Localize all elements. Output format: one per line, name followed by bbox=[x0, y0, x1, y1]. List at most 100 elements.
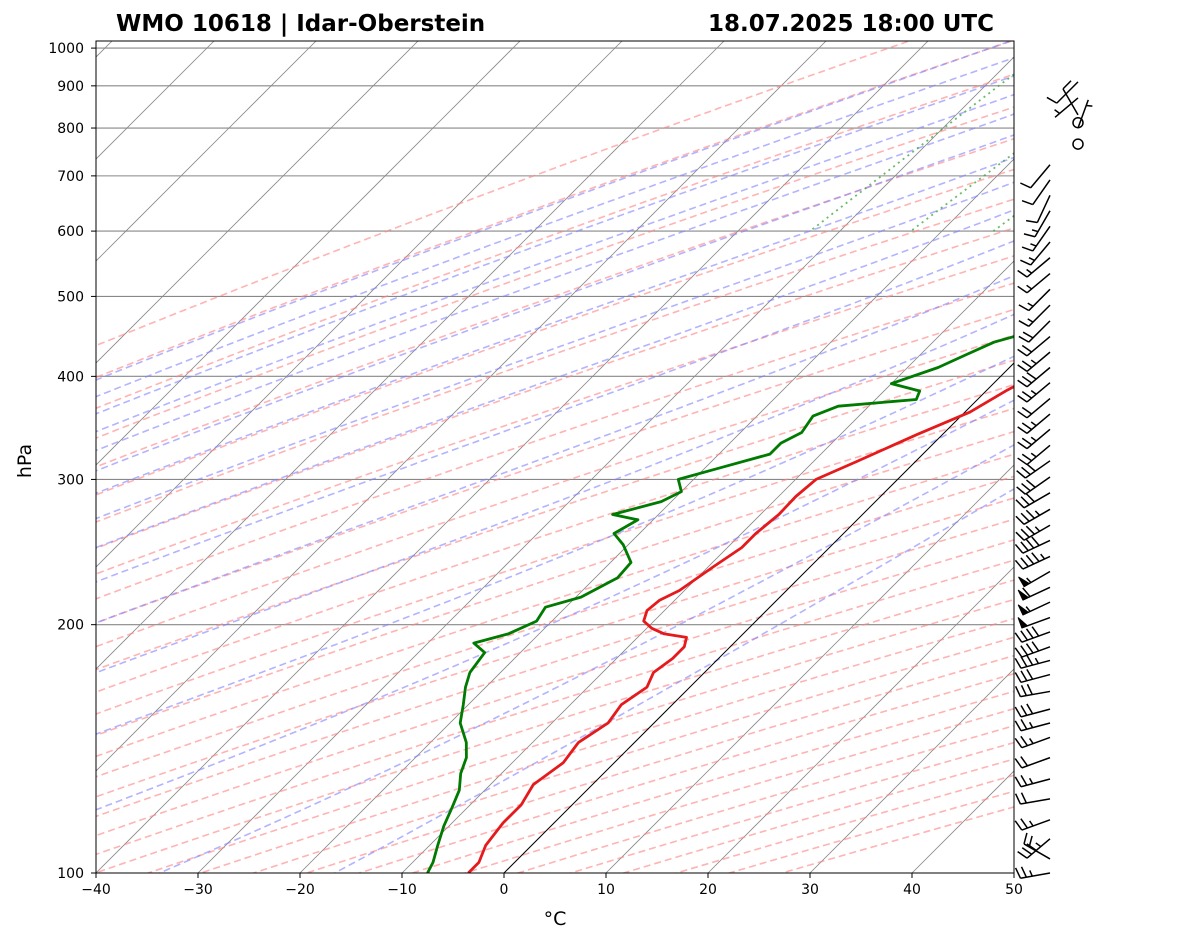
moist-adiabat-line bbox=[96, 181, 1014, 520]
barb-full bbox=[1020, 774, 1028, 786]
mixing-ratio-lines bbox=[809, 31, 1181, 232]
y-tick-label: 200 bbox=[57, 618, 84, 634]
wind-barb bbox=[1077, 99, 1093, 129]
barb-shaft bbox=[1032, 225, 1051, 252]
x-tick-label: −10 bbox=[387, 882, 417, 898]
barb-flag bbox=[1017, 604, 1030, 616]
y-tick-label: 700 bbox=[57, 169, 84, 185]
dry-adiabat-line bbox=[96, 308, 1014, 624]
temperature-profile-line bbox=[467, 384, 1014, 873]
barb-full bbox=[1014, 720, 1022, 732]
dry-adiabat-line bbox=[96, 41, 1014, 379]
sounding-profiles bbox=[426, 335, 1014, 873]
plot-area bbox=[96, 31, 1181, 873]
barb-shaft bbox=[1054, 97, 1079, 118]
barb-full bbox=[1014, 867, 1022, 879]
wind-barb bbox=[1015, 524, 1051, 541]
barb-full bbox=[1020, 756, 1029, 767]
barb-full bbox=[1021, 360, 1033, 369]
barb-full bbox=[1020, 684, 1028, 696]
wind-barb bbox=[1025, 195, 1051, 224]
barb-half bbox=[1029, 738, 1034, 745]
y-tick-label: 800 bbox=[57, 121, 84, 137]
x-axis-ticks: −40 −30 −20 −10 0 10 20 30 40 50 bbox=[81, 873, 1023, 898]
isotherm-line bbox=[707, 566, 1014, 873]
barb-full bbox=[1017, 348, 1028, 357]
barb-full bbox=[1022, 331, 1034, 339]
y-tick-label: 400 bbox=[57, 369, 84, 385]
barb-full bbox=[1023, 233, 1036, 238]
barb-full bbox=[1020, 718, 1028, 730]
barb-full bbox=[1017, 851, 1028, 859]
isotherm-line bbox=[96, 41, 827, 772]
barb-shaft bbox=[1020, 872, 1051, 879]
barb-full bbox=[1017, 394, 1028, 403]
moist-adiabat-line bbox=[334, 487, 1014, 873]
barb-full bbox=[1046, 96, 1058, 104]
wind-barb bbox=[1014, 866, 1051, 879]
mixing-ratio-line bbox=[1112, 31, 1181, 232]
isotherm-line bbox=[96, 41, 317, 262]
wind-barb bbox=[1020, 164, 1051, 189]
dry-adiabat-line bbox=[96, 359, 1014, 671]
wind-barb bbox=[1023, 210, 1051, 238]
dry-adiabat-line bbox=[96, 407, 1014, 715]
barb-full bbox=[1025, 554, 1035, 565]
barb-full bbox=[1014, 672, 1022, 683]
zero-isotherm bbox=[503, 362, 1014, 873]
barb-shaft bbox=[1023, 492, 1051, 509]
barb-full bbox=[1020, 705, 1028, 716]
barb-full bbox=[1020, 182, 1032, 189]
barb-full bbox=[1014, 737, 1023, 749]
barb-full bbox=[1021, 406, 1033, 415]
barb-full bbox=[1026, 463, 1036, 472]
dry-adiabat-line bbox=[96, 282, 1014, 600]
barb-full bbox=[1014, 686, 1022, 697]
wind-barb bbox=[1017, 444, 1051, 466]
barb-half bbox=[1029, 820, 1034, 827]
barb-shaft bbox=[1056, 81, 1079, 104]
barb-full bbox=[1031, 641, 1040, 652]
barb-full bbox=[1021, 453, 1033, 462]
moist-adiabat-line bbox=[96, 313, 1014, 674]
barb-half bbox=[1030, 390, 1037, 395]
barb-shaft bbox=[1026, 272, 1051, 294]
barb-half bbox=[1034, 657, 1040, 664]
barb-shaft bbox=[1026, 413, 1051, 434]
wind-barb bbox=[1062, 80, 1079, 116]
moist-adiabat-line bbox=[96, 274, 1014, 624]
barb-shaft bbox=[1026, 382, 1051, 403]
dry-adiabat-line bbox=[96, 137, 1014, 468]
barb-full bbox=[1018, 335, 1030, 343]
moist-adiabat-line bbox=[96, 41, 1014, 381]
barb-full bbox=[1020, 670, 1028, 682]
barb-full bbox=[1025, 509, 1035, 519]
wind-barb bbox=[1014, 756, 1051, 769]
dewpoint-profile-line bbox=[426, 335, 1014, 873]
moist-adiabat-line bbox=[96, 240, 1014, 583]
barb-shaft bbox=[1026, 366, 1051, 388]
x-tick-label: 30 bbox=[801, 882, 819, 898]
barb-shaft bbox=[1021, 736, 1051, 749]
wind-barb bbox=[1014, 683, 1051, 698]
barb-half bbox=[1030, 243, 1037, 247]
barb-full bbox=[1020, 866, 1028, 878]
barb-full bbox=[1020, 259, 1032, 266]
wind-barb bbox=[1017, 428, 1051, 450]
y-tick-label: 300 bbox=[57, 472, 84, 488]
x-axis-label: °C bbox=[544, 908, 567, 930]
barb-full bbox=[1020, 630, 1029, 641]
barb-flag bbox=[1017, 617, 1029, 629]
barb-full bbox=[1022, 587, 1031, 598]
barb-half bbox=[1035, 842, 1042, 848]
barb-full bbox=[1025, 628, 1034, 639]
barb-half bbox=[1029, 870, 1033, 877]
barb-shaft bbox=[1026, 397, 1051, 419]
wind-barb bbox=[1014, 818, 1051, 831]
wind-barb bbox=[1017, 601, 1051, 616]
barb-shaft bbox=[1030, 241, 1051, 266]
wind-barb bbox=[1014, 735, 1051, 749]
wind-barb bbox=[1054, 97, 1079, 118]
barb-shaft bbox=[1026, 428, 1051, 450]
barb-full bbox=[1026, 683, 1033, 695]
